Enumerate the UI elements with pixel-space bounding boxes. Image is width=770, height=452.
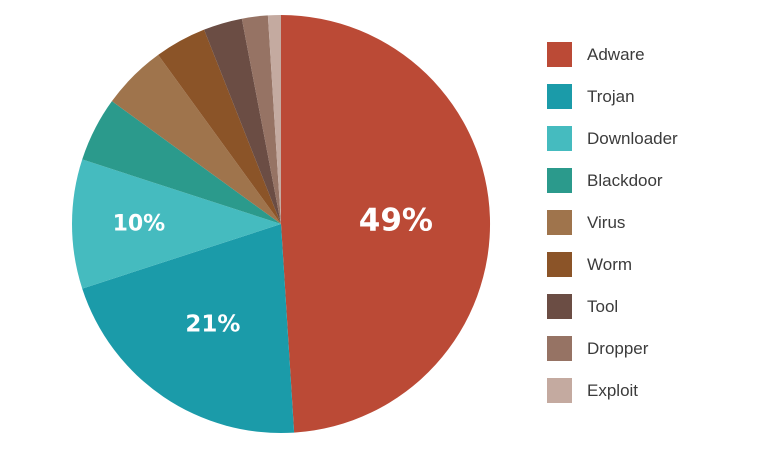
- pie-slice-downloader: [72, 159, 281, 289]
- legend-label-blackdoor: Blackdoor: [587, 171, 663, 190]
- legend-item-tool: Tool: [547, 294, 618, 319]
- pie-data-labels: 49% 21% 10%: [113, 202, 433, 337]
- pie-slice-tool: [204, 18, 281, 225]
- legend-swatch-trojan: [547, 84, 572, 109]
- data-label-downloader: 10%: [113, 212, 166, 237]
- legend-item-adware: Adware: [547, 42, 645, 67]
- legend-swatch-exploit: [547, 378, 572, 403]
- pie-slices: [72, 14, 491, 434]
- legend-label-downloader: Downloader: [587, 129, 678, 148]
- pie-slice-exploit: [267, 14, 281, 224]
- legend-swatch-downloader: [547, 126, 572, 151]
- pie-slice-virus: [111, 54, 281, 224]
- legend-item-blackdoor: Blackdoor: [547, 168, 663, 193]
- chart-legend: Adware Trojan Downloader Blackdoor Virus Worm…: [547, 42, 678, 403]
- legend-label-worm: Worm: [587, 255, 632, 274]
- pie-slice-trojan: [82, 224, 295, 434]
- legend-label-trojan: Trojan: [587, 87, 635, 106]
- legend-swatch-blackdoor: [547, 168, 572, 193]
- legend-swatch-tool: [547, 294, 572, 319]
- data-label-adware: 49%: [359, 202, 433, 238]
- legend-item-worm: Worm: [547, 252, 632, 277]
- legend-swatch-adware: [547, 42, 572, 67]
- pie-slice-adware: [281, 14, 491, 433]
- legend-item-trojan: Trojan: [547, 84, 635, 109]
- pie-slice-worm: [158, 29, 281, 225]
- data-label-trojan: 21%: [185, 311, 240, 337]
- legend-label-virus: Virus: [587, 213, 625, 232]
- legend-item-virus: Virus: [547, 210, 625, 235]
- pie-slice-blackdoor: [82, 101, 281, 224]
- legend-swatch-worm: [547, 252, 572, 277]
- legend-label-adware: Adware: [587, 45, 645, 64]
- legend-item-downloader: Downloader: [547, 126, 678, 151]
- pie-slice-dropper: [241, 15, 281, 224]
- legend-item-exploit: Exploit: [547, 378, 638, 403]
- legend-label-dropper: Dropper: [587, 339, 649, 358]
- legend-label-exploit: Exploit: [587, 381, 638, 400]
- legend-item-dropper: Dropper: [547, 336, 649, 361]
- legend-label-tool: Tool: [587, 297, 618, 316]
- legend-swatch-virus: [547, 210, 572, 235]
- legend-swatch-dropper: [547, 336, 572, 361]
